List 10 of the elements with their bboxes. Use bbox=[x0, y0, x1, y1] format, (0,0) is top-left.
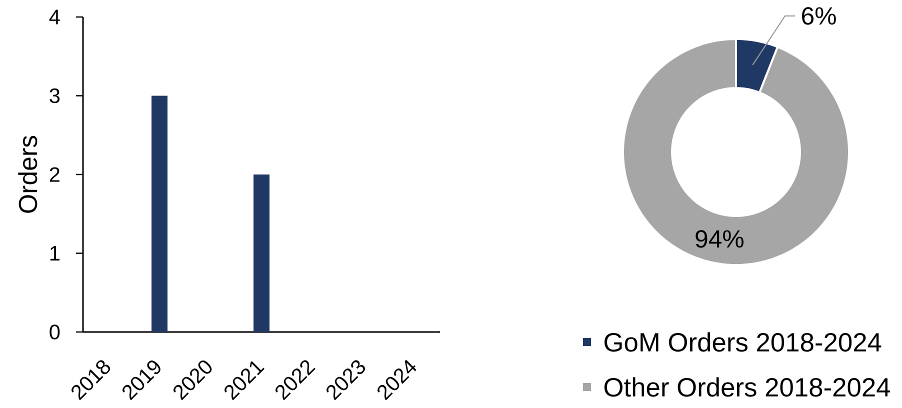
data-label: 94% bbox=[696, 230, 744, 248]
y-tick-label: 0 bbox=[50, 324, 60, 340]
legend-label: GoM Orders 2018-2024 bbox=[604, 332, 882, 352]
y-axis-title: Orders bbox=[18, 136, 38, 213]
y-tick-label: 1 bbox=[50, 246, 60, 260]
legend-label: Other Orders 2018-2024 bbox=[604, 377, 890, 397]
y-tick-label: 4 bbox=[49, 10, 60, 24]
data-label: 6% bbox=[802, 7, 836, 25]
y-tick-label: 2 bbox=[50, 167, 60, 182]
y-tick-label: 3 bbox=[50, 88, 60, 104]
